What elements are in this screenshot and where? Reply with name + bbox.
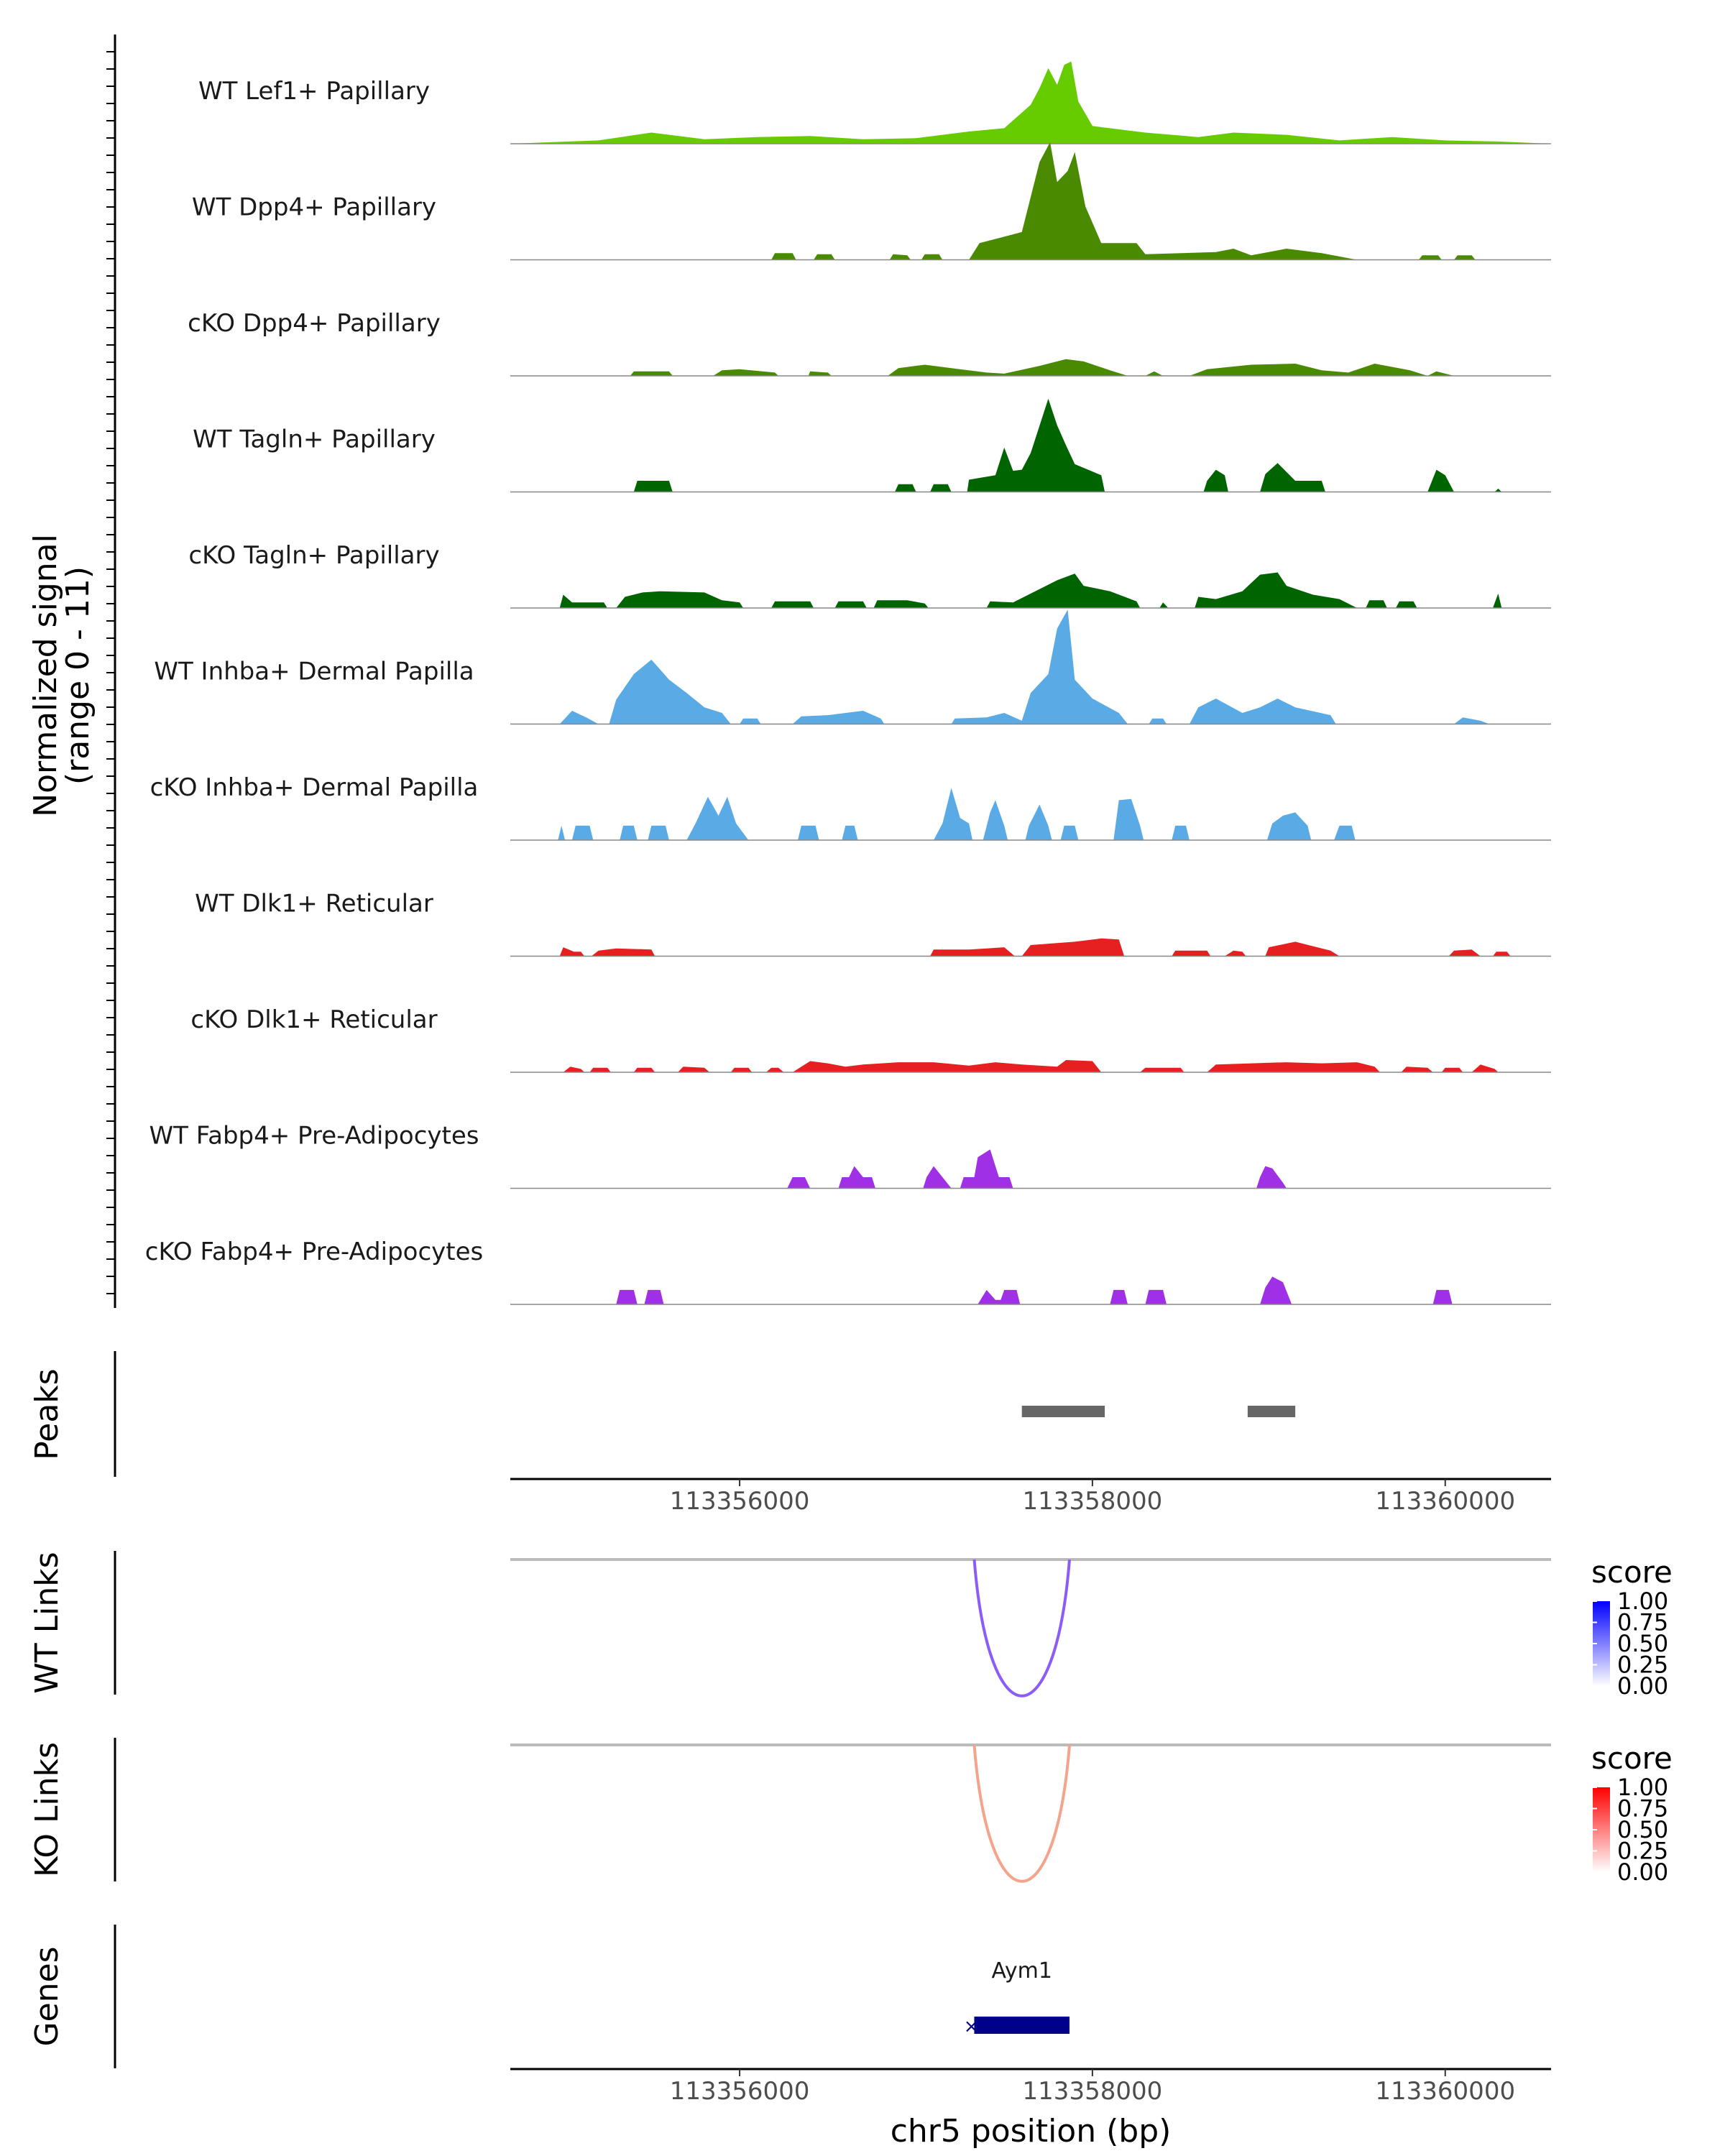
track-area-10 [510,1149,1551,1189]
track-area-3 [510,359,1551,376]
gene-strand-mark: × [964,2016,980,2037]
ko-legend-tick-label: 0.75 [1617,1795,1668,1823]
x-axis-lower-tick-label: 113356000 [670,2077,810,2106]
signal-y-label-line1: Normalized signal [27,534,64,817]
track-label: cKO Dlk1+ Reticular [190,1005,437,1034]
track-label: cKO Tagln+ Papillary [188,541,439,570]
genes-label: Genes [29,1946,65,2046]
ko-links-track [510,1743,1551,1883]
ko-links-label: KO Links [29,1742,65,1877]
track-label: WT Fabp4+ Pre-Adipocytes [150,1122,479,1151]
wt-link-arc-1 [972,1559,1071,1697]
peaks-track [1021,1406,1296,1417]
x-axis-upper-tick-label: 113360000 [1375,1487,1515,1516]
ko-legend-title: score [1591,1741,1673,1776]
track-area-8 [510,938,1551,957]
peaks-label: Peaks [29,1368,65,1460]
gene-body-1 [974,2017,1070,2034]
track-label: WT Dlk1+ Reticular [195,890,433,918]
signal-y-label-line2: (range 0 - 11) [60,566,96,785]
ko-legend-tick-label: 0.50 [1617,1816,1668,1843]
track-area-2 [510,142,1551,260]
genes-track: × Aym1 [964,1958,1070,2037]
track-area-5 [510,572,1551,608]
track-label: WT Lef1+ Papillary [198,77,430,106]
ko-legend-tick-label: 0.00 [1617,1858,1668,1886]
track-area-11 [510,1276,1551,1304]
track-area-1 [510,61,1551,144]
signal-y-ticks [106,51,115,1294]
track-label: cKO Inhba+ Dermal Papilla [150,773,479,802]
track-area-6 [510,609,1551,724]
peak-region-2 [1247,1406,1296,1417]
wt-links-track [510,1558,1551,1697]
x-axis-lower-tick-label: 113360000 [1375,2077,1515,2106]
track-area-7 [510,788,1551,840]
wt-legend-tick-label: 0.50 [1617,1630,1668,1657]
wt-legend-title: score [1591,1554,1673,1590]
ko-legend-tick-label: 1.00 [1617,1774,1668,1801]
wt-legend-tick-label: 0.00 [1617,1672,1668,1700]
track-label: cKO Dpp4+ Papillary [188,309,441,338]
x-axis-upper-tick-label: 113358000 [1023,1487,1163,1516]
track-area-9 [510,1060,1551,1072]
track-label: WT Dpp4+ Papillary [192,193,436,222]
peak-region-1 [1021,1406,1105,1417]
genes-x-ticks: 113356000 113358000 113360000 [670,2069,1515,2106]
x-axis-upper-tick-label: 113356000 [670,1487,810,1516]
score-legends: score1.000.750.500.250.00score1.000.750.… [1591,1554,1673,1886]
signal-tracks: WT Lef1+ Papillary WT Dpp4+ Papillary cKO … [145,61,1551,1305]
x-axis-lower-tick-label: 113358000 [1023,2077,1163,2106]
wt-legend-tick-label: 0.75 [1617,1609,1668,1636]
track-label: WT Tagln+ Papillary [193,425,436,454]
gene-label: Aym1 [991,1958,1052,1984]
track-label: cKO Fabp4+ Pre-Adipocytes [145,1238,484,1266]
wt-links-label: WT Links [29,1552,65,1693]
ko-legend-tick-label: 0.25 [1617,1838,1668,1865]
peaks-x-ticks: 113356000 113358000 113360000 [670,1479,1515,1516]
x-axis-title: chr5 position (bp) [891,2113,1172,2150]
track-label: WT Inhba+ Dermal Papilla [154,658,474,686]
wt-legend-tick-label: 1.00 [1617,1588,1668,1615]
ko-link-arc-1 [972,1744,1071,1883]
track-area-4 [510,398,1551,492]
wt-legend-tick-label: 0.25 [1617,1651,1668,1679]
